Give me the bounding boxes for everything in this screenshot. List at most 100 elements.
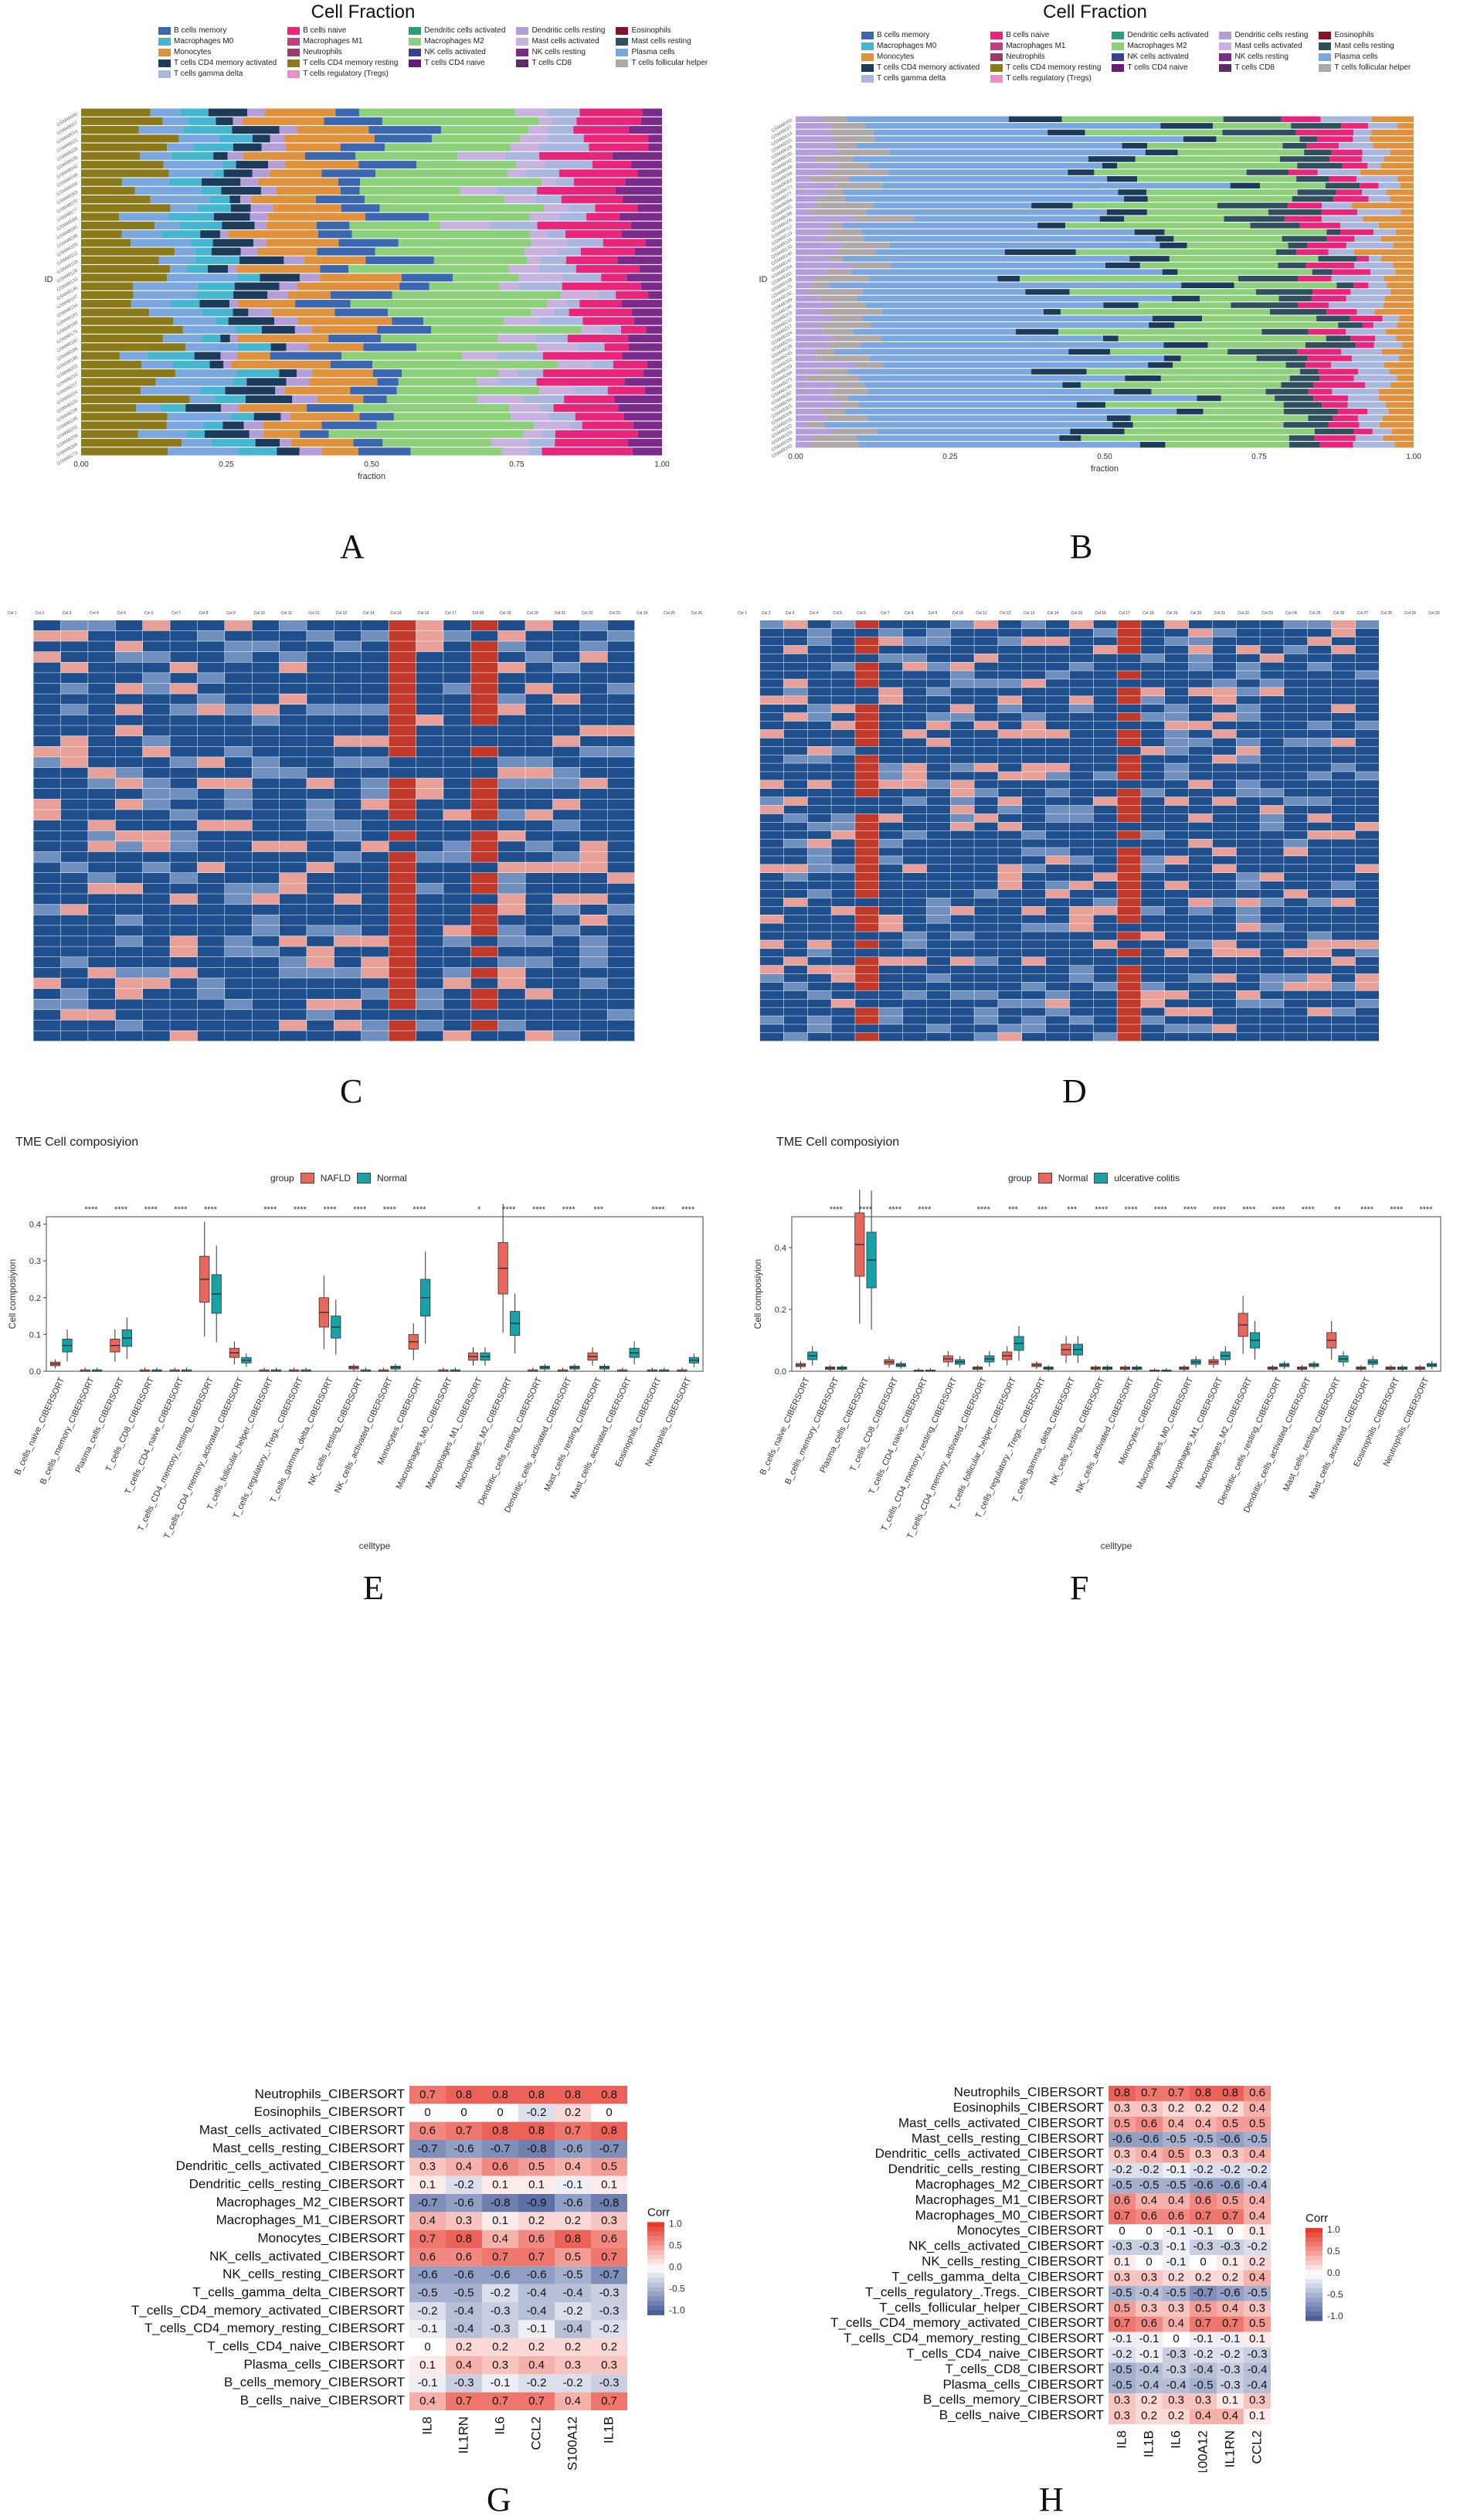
bar-segment [607, 386, 645, 395]
table-cell [1236, 738, 1260, 746]
heatmap-cell [1163, 2393, 1190, 2410]
table-cell [662, 810, 690, 820]
table-cell [197, 715, 225, 725]
bar-segment [1329, 176, 1357, 182]
table-cell [998, 889, 1022, 898]
cell-value: 0.4 [1249, 2209, 1265, 2223]
bar-segment [321, 447, 359, 456]
table-cell [1045, 915, 1070, 923]
bar-segment [1288, 243, 1307, 249]
table-cell [1069, 915, 1093, 923]
table-cell [197, 651, 225, 662]
bar-segment [529, 212, 559, 221]
bar-segment [829, 129, 874, 136]
table-cell [416, 673, 443, 684]
table-cell [1331, 990, 1356, 999]
bar-segment [576, 265, 640, 273]
table-cell [662, 630, 690, 641]
bar-segment [402, 369, 499, 378]
table-cell [831, 755, 855, 763]
table-cell [998, 772, 1022, 780]
bar-segment [382, 439, 492, 447]
table-cell [1284, 932, 1308, 940]
table-cell [1212, 645, 1236, 654]
table-cell [879, 999, 903, 1007]
heatmap-cell [1244, 2409, 1271, 2424]
significance-label: **** [1419, 1205, 1433, 1214]
row-label: T_cells_follicular_helper_CIBERSORT [879, 2300, 1104, 2315]
table-cell [783, 973, 807, 983]
table-cell [525, 978, 553, 989]
table-cell [1379, 755, 1403, 763]
table-cell [902, 973, 927, 983]
bar-segment [796, 116, 822, 122]
legend-item: T cells gamma delta [158, 70, 277, 78]
bar-segment [831, 123, 866, 129]
table-cell [1093, 763, 1117, 772]
bar-segment [498, 369, 518, 378]
bar-segment [223, 161, 236, 169]
table-cell [1165, 620, 1189, 629]
legend-gradient-step [647, 2296, 664, 2301]
table-header: Col 14 [363, 611, 375, 616]
bar-segment [1321, 209, 1358, 216]
table-cell [170, 967, 198, 978]
table-cell [1427, 805, 1451, 814]
chart-a-title: Cell Fraction [311, 2, 416, 22]
table-cell [974, 940, 998, 949]
table-cell [1093, 796, 1117, 806]
table-cell [170, 1020, 198, 1031]
table-cell [902, 999, 927, 1007]
table-cell [225, 778, 252, 789]
table-cell [736, 637, 760, 646]
table-cell [662, 851, 690, 862]
table-cell [334, 978, 362, 989]
table-cell [1165, 772, 1189, 780]
bar-segment [1336, 282, 1354, 288]
table-cell [855, 805, 879, 814]
table-cell [470, 894, 498, 905]
table-cell [580, 620, 607, 631]
bar-segment [811, 282, 830, 288]
table-cell [831, 688, 855, 696]
chart-b-svg: GSM48000GSM48007GSM48014GSM48021GSM48028… [759, 116, 1421, 474]
table-cell [580, 799, 607, 810]
table-cell [307, 988, 334, 999]
table-cell [1403, 796, 1427, 806]
table-cell [115, 820, 143, 830]
table-cell [831, 898, 855, 907]
table-cell [252, 967, 280, 978]
table-cell [902, 1033, 927, 1041]
bar-segment [525, 247, 557, 256]
table-cell [252, 988, 280, 999]
table-cell [1379, 999, 1403, 1007]
table-cell [525, 641, 553, 652]
table-cell [1331, 721, 1356, 730]
table-cell [1117, 906, 1141, 915]
table-cell [115, 705, 143, 715]
table-cell [115, 810, 143, 820]
heatmap-cell [446, 2086, 482, 2104]
table-cell [1069, 973, 1093, 983]
legend-item: Dendritic cells resting [516, 26, 605, 35]
heatmap-cell [1244, 2209, 1271, 2225]
heatmap-cell [1244, 2224, 1271, 2240]
row-label: Mast_cells_activated_CIBERSORT [898, 2115, 1104, 2130]
table-cell [1427, 712, 1451, 722]
table-cell [1141, 688, 1165, 696]
table-cell [525, 873, 553, 884]
table-cell [389, 662, 416, 673]
legend-swatch [1219, 63, 1232, 72]
table-cell [950, 1007, 974, 1016]
table-cell [1260, 671, 1284, 679]
table-cell [1188, 1033, 1213, 1041]
table-cell [1141, 696, 1165, 705]
bar-segment [1299, 136, 1317, 142]
table-cell [1117, 1016, 1141, 1024]
bar-segment [81, 273, 168, 282]
chart-e-legend: group NAFLD Normal [270, 1173, 407, 1184]
table-cell [389, 1020, 416, 1031]
table-cell [1141, 881, 1165, 890]
bar-segment [81, 126, 139, 134]
table-cell [416, 641, 443, 652]
